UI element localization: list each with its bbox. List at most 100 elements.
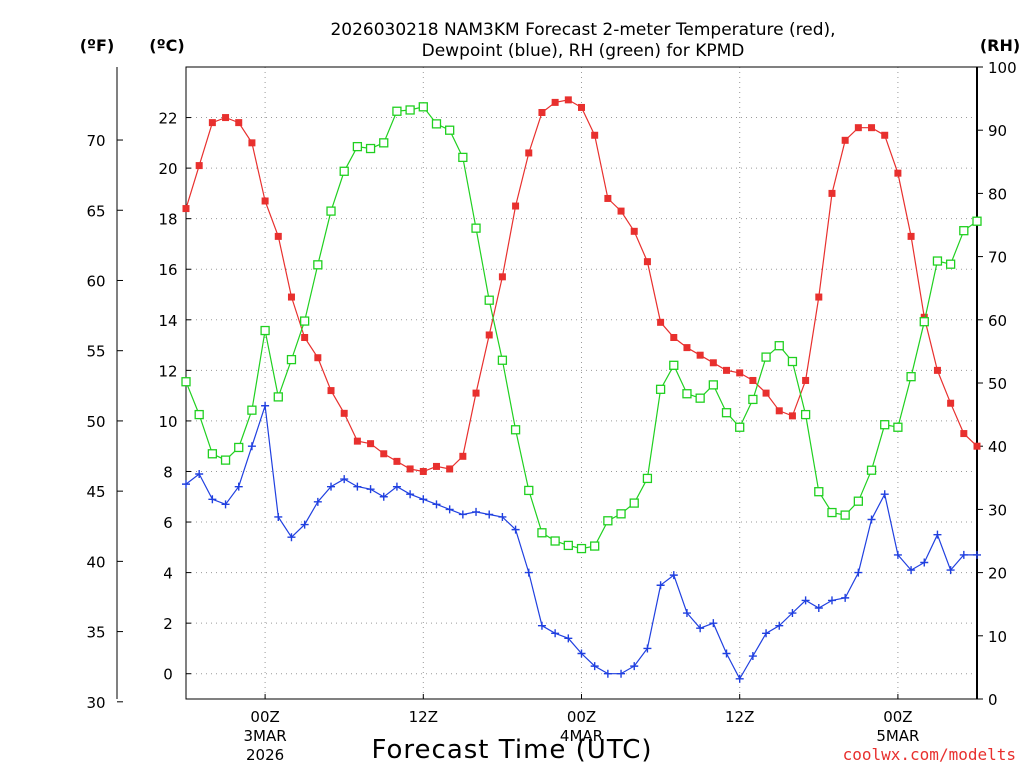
temperature-point (894, 169, 902, 177)
rh-point (286, 354, 297, 365)
dewpoint-point (827, 596, 836, 605)
dewpoint-point (221, 500, 230, 509)
dewpoint-point (709, 619, 718, 628)
rh-tick-label: 70 (988, 249, 1007, 267)
fahrenheit-tick-label: 50 (86, 413, 105, 431)
dewpoint-point (498, 512, 507, 521)
temperature-point (841, 136, 849, 144)
rh-tick-label: 0 (988, 691, 998, 709)
temperature-point (696, 351, 704, 359)
dewpoint-point (327, 482, 336, 491)
temperature-point (446, 465, 454, 473)
rh-point (590, 541, 600, 551)
temperature-point (472, 389, 480, 397)
temperature-point (195, 162, 203, 170)
rh-point (774, 341, 784, 351)
rh-point (814, 487, 824, 497)
temperature-point (538, 109, 546, 117)
dewpoint-point (524, 568, 533, 577)
rh-tick-label: 80 (988, 185, 1007, 203)
temperature-point (459, 452, 467, 460)
rh-point (880, 420, 890, 430)
dewpoint-point (564, 634, 573, 643)
dewpoint-point (682, 609, 691, 618)
rh-point (748, 394, 758, 405)
rh-point (972, 216, 982, 226)
rh-tick-label: 40 (988, 438, 1007, 456)
rh-point (945, 259, 956, 269)
dewpoint-point (907, 566, 916, 575)
dewpoint-point (696, 624, 705, 633)
dewpoint-point (472, 507, 481, 516)
temperature-point (617, 207, 625, 215)
rh-point (919, 317, 929, 327)
temperature-point (643, 258, 651, 266)
dewpoint-point (551, 629, 560, 638)
temperature-point (208, 119, 216, 127)
temperature-point (788, 412, 796, 420)
rh-point (563, 540, 573, 551)
rh-point (392, 106, 402, 116)
fahrenheit-tick-label: 60 (86, 272, 105, 290)
celsius-tick-label: 0 (163, 666, 173, 684)
chart-title-line-2: Dewpoint (blue), RH (green) for KPMD (422, 41, 745, 61)
rh-point (576, 543, 587, 554)
dewpoint-point (287, 533, 296, 542)
celsius-tick-label: 16 (158, 261, 177, 279)
dewpoint-point (814, 603, 823, 612)
dewpoint-point (485, 510, 494, 519)
fahrenheit-tick-label: 45 (86, 483, 105, 501)
dewpoint-point (406, 490, 415, 499)
dewpoint-point (590, 662, 599, 671)
dewpoint-point (762, 629, 771, 638)
rh-tick-label: 50 (988, 375, 1007, 393)
dewpoint-point (445, 505, 454, 514)
celsius-tick-label: 8 (163, 463, 173, 481)
rh-point (840, 510, 850, 520)
rh-tick-label: 60 (988, 312, 1007, 330)
rh-point (695, 393, 705, 403)
chart-title-line-1: 2026030218 NAM3KM Forecast 2-meter Tempe… (330, 20, 835, 40)
rh-point (866, 465, 877, 475)
fahrenheit-axis-unit: (ºF) (80, 36, 115, 55)
rh-point (629, 498, 639, 508)
dewpoint-point (801, 596, 810, 605)
rh-point (537, 528, 547, 538)
fahrenheit-tick-label: 40 (86, 553, 105, 571)
rh-point (234, 442, 244, 453)
dewpoint-point (920, 558, 929, 567)
rh-point (735, 422, 745, 432)
dewpoint-point (617, 669, 626, 678)
temperature-point (367, 440, 375, 448)
rh-point (471, 223, 481, 233)
temperature-point (762, 389, 770, 397)
rh-point (207, 449, 218, 459)
dewpoint-point (630, 662, 639, 671)
rh-point (932, 256, 943, 266)
rh-tick-label: 90 (988, 122, 1007, 140)
temperature-point (248, 139, 256, 147)
temperature-point (182, 205, 190, 213)
temperature-point (340, 409, 348, 417)
dewpoint-point (419, 495, 428, 504)
rh-point (181, 377, 191, 387)
temperature-point (393, 457, 401, 465)
rh-point (959, 226, 969, 236)
rh-point (326, 206, 336, 216)
dewpoint-point (893, 550, 902, 559)
temperature-point (485, 331, 493, 339)
dewpoint-point (867, 515, 876, 524)
rh-point (484, 295, 494, 305)
celsius-tick-label: 6 (163, 514, 173, 532)
rh-point (379, 138, 389, 148)
dewpoint-point (973, 550, 981, 559)
rh-point (642, 473, 653, 484)
temperature-point (881, 131, 889, 139)
data-series (181, 96, 982, 683)
temperature-point (419, 467, 427, 475)
rh-point (669, 360, 679, 370)
dewpoint-point (788, 609, 797, 618)
temperature-point (512, 202, 520, 210)
